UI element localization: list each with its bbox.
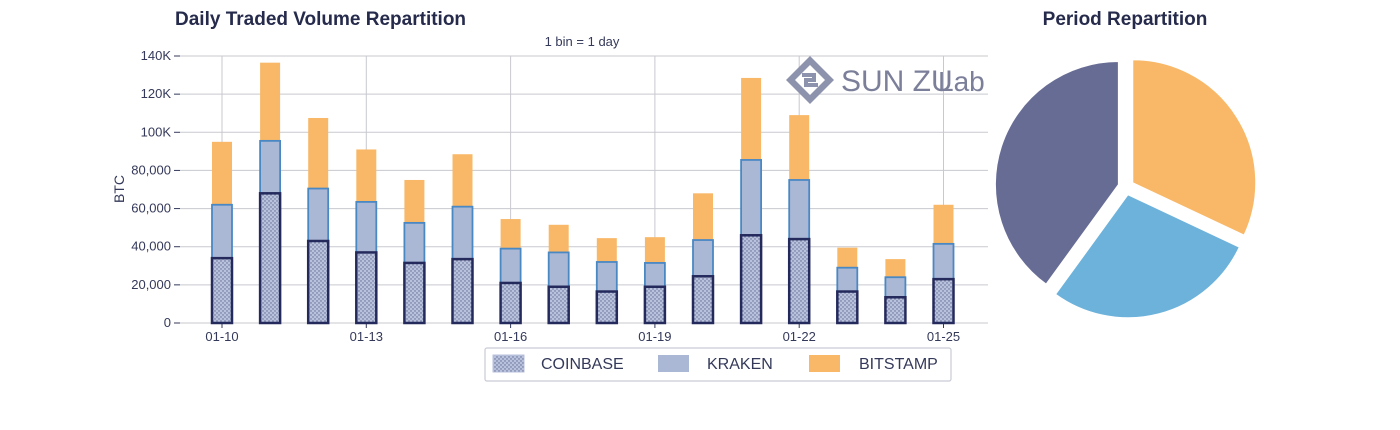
bar-kraken bbox=[355, 200, 378, 254]
legend-label-coinbase: COINBASE bbox=[541, 356, 624, 373]
bar-bitstamp bbox=[404, 179, 425, 223]
legend-swatch-bitstamp bbox=[809, 355, 840, 372]
bar-coinbase bbox=[306, 239, 330, 325]
bar-bitstamp bbox=[500, 219, 521, 249]
logo-brand-text: SUN ZU bbox=[841, 65, 953, 98]
y-tick-label: 20,000 bbox=[131, 277, 171, 292]
bar-bitstamp bbox=[885, 259, 906, 278]
bar-coinbase bbox=[787, 237, 811, 325]
x-tick-label: 01-22 bbox=[783, 329, 816, 344]
x-tick-label: 01-13 bbox=[350, 329, 383, 344]
bar-coinbase bbox=[451, 257, 474, 325]
y-tick-label: 0 bbox=[164, 315, 171, 330]
x-tick-label: 01-19 bbox=[638, 329, 671, 344]
bar-kraken bbox=[884, 276, 907, 299]
y-tick-label: 80,000 bbox=[131, 162, 171, 177]
bar-kraken bbox=[595, 261, 618, 293]
y-axis-ticks: 0 20,000 40,000 60,000 80,000 100K 120K 140K bbox=[131, 48, 180, 330]
bar-bitstamp bbox=[741, 77, 762, 160]
x-tick-label: 01-16 bbox=[494, 329, 527, 344]
y-tick-label: 140K bbox=[141, 48, 172, 63]
legend-swatch-coinbase bbox=[492, 354, 525, 373]
bar-chart-title: Daily Traded Volume Repartition bbox=[175, 9, 466, 30]
bar-coinbase bbox=[355, 251, 378, 325]
bar-bitstamp bbox=[933, 204, 954, 244]
bar-bitstamp bbox=[789, 115, 810, 180]
bar-kraken bbox=[451, 205, 474, 261]
y-tick-label: 100K bbox=[141, 124, 172, 139]
pie-chart-title: Period Repartition bbox=[1043, 9, 1208, 30]
bar-kraken bbox=[499, 247, 522, 284]
x-axis-ticks: 01-10 01-13 01-16 01-19 01-22 01-25 bbox=[205, 323, 960, 344]
bar-kraken bbox=[211, 203, 233, 260]
bar-coinbase bbox=[403, 261, 426, 325]
sunzu-logo-mark-icon bbox=[786, 56, 834, 104]
legend-swatch-kraken bbox=[658, 355, 689, 372]
y-tick-label: 60,000 bbox=[131, 201, 171, 216]
x-tick-label: 01-25 bbox=[927, 329, 960, 344]
bar-coinbase bbox=[547, 285, 570, 325]
bar-coinbase bbox=[932, 277, 955, 325]
bar-coinbase bbox=[258, 192, 282, 325]
bar-bitstamp bbox=[548, 224, 569, 253]
legend: COINBASE KRAKEN BITSTAMP bbox=[484, 347, 952, 382]
bar-kraken bbox=[836, 266, 859, 293]
legend-label-kraken: KRAKEN bbox=[707, 356, 773, 373]
bar-bitstamp bbox=[596, 238, 617, 262]
sunzu-logo: SUN ZU Lab bbox=[786, 56, 985, 104]
pie-slice-bitstamp bbox=[1132, 59, 1257, 236]
y-tick-label: 120K bbox=[141, 86, 172, 101]
logo-suffix-text: Lab bbox=[938, 66, 985, 97]
bar-bitstamp bbox=[212, 141, 232, 205]
bar-kraken bbox=[932, 242, 955, 281]
bar-bitstamp bbox=[452, 154, 473, 207]
pie-slice-kraken bbox=[1054, 194, 1240, 319]
bar-coinbase bbox=[884, 296, 907, 325]
bar-bitstamp bbox=[644, 237, 665, 263]
bar-kraken bbox=[307, 187, 330, 242]
bar-kraken bbox=[788, 179, 811, 240]
y-axis-label: BTC bbox=[111, 175, 127, 203]
bar-coinbase bbox=[595, 290, 619, 325]
bin-annotation: 1 bin = 1 day bbox=[545, 34, 620, 49]
bar-kraken bbox=[740, 159, 762, 237]
bar-coinbase bbox=[739, 234, 763, 325]
bar-bitstamp bbox=[260, 62, 281, 141]
bar-bitstamp bbox=[837, 247, 858, 268]
x-tick-label: 01-10 bbox=[205, 329, 238, 344]
bar-coinbase bbox=[643, 285, 667, 325]
bar-kraken bbox=[259, 139, 282, 195]
bar-coinbase bbox=[836, 290, 859, 325]
bar-series bbox=[210, 62, 955, 325]
bar-kraken bbox=[644, 262, 666, 288]
bar-bitstamp bbox=[356, 149, 377, 202]
y-tick-label: 40,000 bbox=[131, 239, 171, 254]
bar-bitstamp bbox=[693, 193, 713, 241]
bar-kraken bbox=[692, 239, 714, 278]
bar-kraken bbox=[547, 251, 570, 288]
bar-coinbase bbox=[499, 281, 522, 325]
pie-chart bbox=[994, 59, 1257, 319]
pie-slice-coinbase bbox=[994, 61, 1119, 285]
bar-kraken bbox=[403, 221, 426, 264]
bar-coinbase bbox=[691, 275, 715, 325]
legend-label-bitstamp: BITSTAMP bbox=[859, 356, 938, 373]
bar-bitstamp bbox=[308, 117, 329, 189]
bar-coinbase bbox=[210, 256, 234, 325]
